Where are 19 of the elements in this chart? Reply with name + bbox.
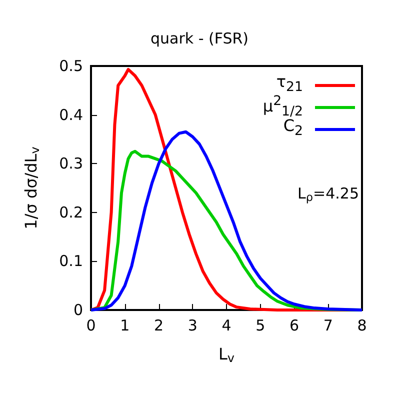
x-tick-label: 5 [256,316,266,334]
y-tick-label: 0.5 [59,57,83,75]
x-tick-label: 7 [323,316,333,334]
x-tick-label: 3 [188,316,198,334]
x-tick-label: 4 [222,316,232,334]
x-tick-label: 2 [154,316,164,334]
y-tick-label: 0.2 [59,203,83,222]
y-tick-label: 0.1 [59,252,83,270]
legend-label: τ$_{21}$ [276,72,303,96]
y-axis-title: 1/σ dσ/dLv [22,146,42,230]
y-tick-label: 0.4 [59,106,83,124]
x-tick-label: 1 [120,316,130,334]
chart-title: quark - (FSR) [150,30,249,48]
x-tick-label: 6 [289,316,300,334]
x-tick-label: 8 [357,316,367,334]
y-tick-label: 0 [73,301,83,319]
x-tick-label: 0 [86,316,96,334]
legend-label: C$_{2}$ [283,116,303,140]
y-tick-label: 0.3 [59,154,83,173]
